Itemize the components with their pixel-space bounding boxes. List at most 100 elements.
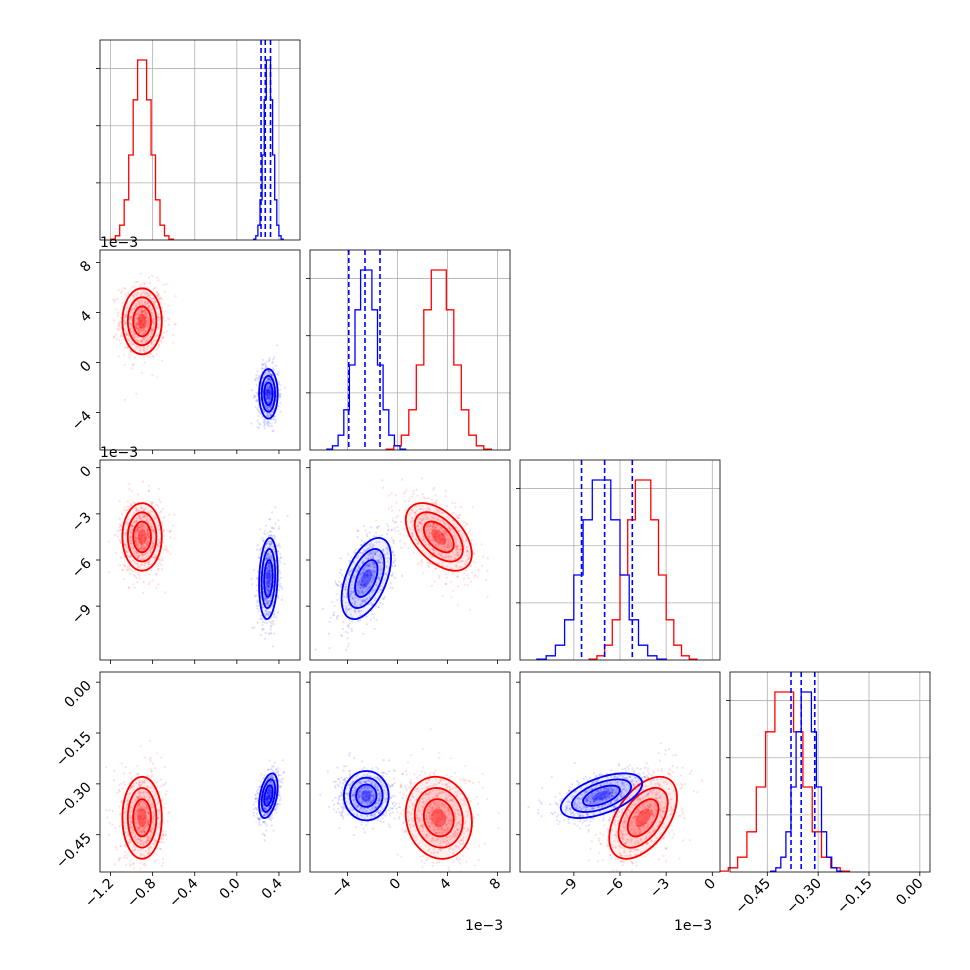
- scatter-point: [131, 882, 133, 884]
- scatter-point: [265, 407, 268, 410]
- scatter-point: [168, 318, 171, 321]
- scatter-point: [442, 530, 445, 533]
- scatter-point: [123, 816, 127, 819]
- scatter-point: [333, 611, 336, 614]
- scatter-point: [113, 301, 116, 304]
- scatter-point: [260, 367, 263, 370]
- scatter-point: [140, 539, 143, 543]
- scatter-point: [268, 573, 271, 576]
- scatter-point: [144, 341, 147, 344]
- scatter-point: [358, 579, 361, 582]
- scatter-point: [266, 553, 269, 556]
- scatter-point: [454, 544, 457, 547]
- scatter-point: [265, 372, 268, 375]
- scatter-point: [267, 571, 271, 574]
- scatter-point: [126, 295, 129, 298]
- scatter-point: [154, 286, 157, 289]
- scatter-point: [353, 550, 356, 554]
- scatter-point: [340, 573, 343, 577]
- scatter-point: [433, 539, 436, 543]
- hist-frame-1: [309, 249, 511, 451]
- scatter-point: [138, 526, 141, 529]
- scatter-point: [265, 393, 268, 396]
- scatter-point: [454, 513, 458, 517]
- scatter-point: [271, 527, 274, 530]
- scatter-point: [135, 822, 138, 825]
- scatter-point: [156, 797, 159, 800]
- scatter-point: [142, 332, 146, 335]
- scatter-point: [163, 515, 166, 518]
- scatter-point: [366, 573, 369, 577]
- scatter-point: [466, 549, 469, 552]
- scatter-point: [267, 422, 270, 425]
- scatter-point: [443, 543, 446, 546]
- scatter-point: [359, 573, 362, 576]
- scatter-point: [364, 590, 367, 593]
- scatter-point: [264, 598, 267, 601]
- scatter-point: [456, 575, 459, 579]
- scatter-point: [133, 285, 136, 288]
- scatter-point: [434, 538, 437, 541]
- scatter-point: [453, 522, 456, 525]
- scatter-point: [130, 542, 133, 545]
- scatter-point: [266, 582, 269, 585]
- scatter-point: [270, 392, 273, 395]
- scatter-point: [451, 550, 454, 554]
- scatter-point: [455, 564, 458, 567]
- scatter-point: [262, 627, 265, 630]
- scatter-point: [153, 516, 156, 519]
- scatter-point: [265, 360, 269, 363]
- scatter-point: [421, 514, 424, 517]
- scatter-point: [277, 544, 280, 547]
- scatter-point: [372, 589, 375, 592]
- scatter-point: [387, 525, 390, 528]
- scatter-point: [377, 578, 380, 581]
- scatter-point: [137, 327, 140, 331]
- scatter-point: [444, 523, 447, 527]
- scatter-point: [154, 556, 157, 559]
- scatter-point: [136, 330, 140, 333]
- scatter-point: [422, 517, 425, 520]
- scatter-point: [140, 525, 143, 529]
- scatter-point: [261, 416, 264, 419]
- scatter-point: [147, 318, 150, 321]
- scatter-point: [139, 534, 142, 537]
- scatter-point: [170, 529, 173, 532]
- scatter-point: [358, 586, 361, 589]
- scatter-point: [355, 596, 358, 600]
- scatter-point: [433, 510, 436, 513]
- scatter-point: [364, 577, 367, 580]
- scatter-point: [136, 556, 139, 559]
- scatter-point: [344, 601, 347, 604]
- scatter-point: [425, 508, 428, 511]
- scatter-point: [423, 514, 426, 517]
- scatter-point: [143, 350, 146, 353]
- scatter-point: [251, 626, 254, 630]
- scatter-point: [419, 521, 422, 524]
- scatter-point: [447, 540, 451, 544]
- scatter-point: [140, 542, 143, 545]
- scatter-point: [139, 876, 141, 878]
- scatter-point: [266, 576, 269, 580]
- scatter-point: [349, 570, 352, 573]
- scatter-point: [137, 292, 140, 295]
- scatter-point: [267, 396, 270, 399]
- scatter-point: [137, 533, 141, 536]
- scatter-point: [279, 393, 282, 396]
- scatter-point: [373, 553, 376, 556]
- scatter-point: [143, 309, 146, 312]
- scatter-point: [168, 530, 172, 533]
- scatter-point: [377, 605, 380, 609]
- scatter-point: [440, 547, 443, 550]
- scatter-point: [384, 572, 387, 576]
- scatter-point: [361, 543, 364, 546]
- scatter-point: [115, 551, 118, 555]
- scatter-point: [125, 333, 128, 336]
- scatter-point: [162, 548, 166, 551]
- scatter-point: [140, 854, 143, 857]
- scatter-point: [371, 603, 374, 606]
- scatter-point: [118, 783, 121, 787]
- scatter-point: [134, 799, 137, 803]
- scatter-point: [137, 554, 140, 558]
- scatter-point: [274, 506, 277, 509]
